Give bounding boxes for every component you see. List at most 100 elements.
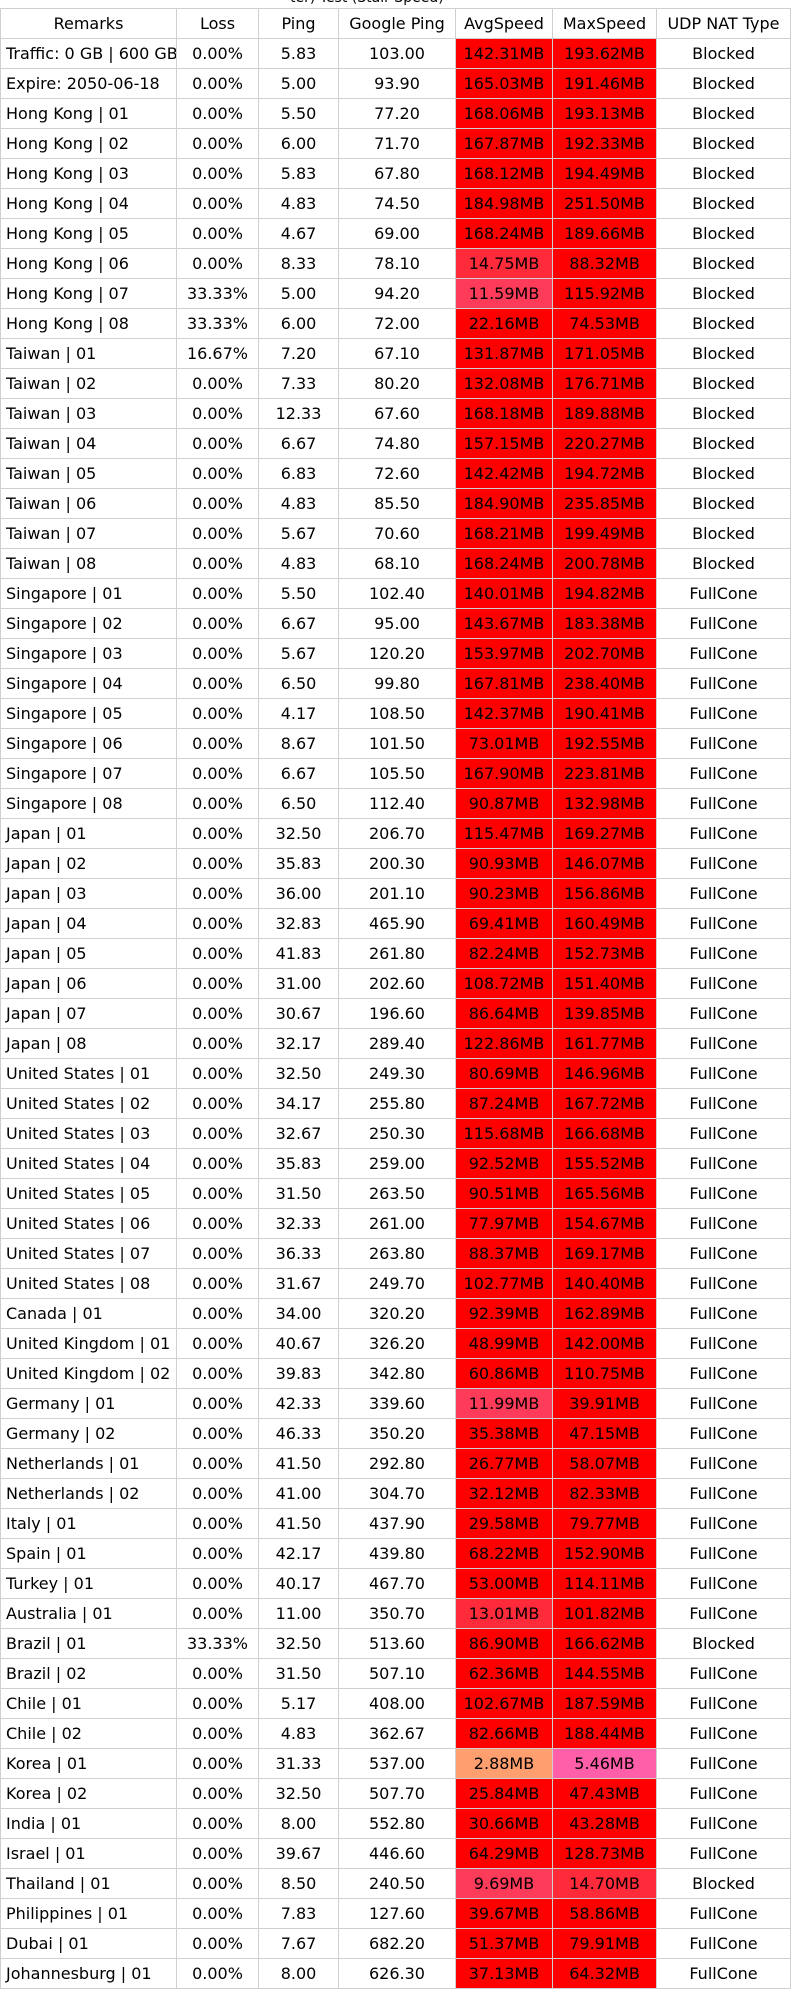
cell-ping: 5.67 bbox=[258, 518, 339, 549]
cell-loss: 0.00% bbox=[176, 1898, 259, 1929]
cell-udp-nat-type: FullCone bbox=[656, 1958, 791, 1989]
table-row: Singapore | 06 0.00% 8.67 101.50 73.01MB 192.… bbox=[0, 728, 791, 759]
cell-avg-speed: 39.67MB bbox=[455, 1898, 553, 1929]
cell-google-ping: 240.50 bbox=[338, 1868, 456, 1899]
cell-remarks: United States | 05 bbox=[0, 1178, 177, 1209]
cell-udp-nat-type: FullCone bbox=[656, 878, 791, 909]
cell-google-ping: 105.50 bbox=[338, 758, 456, 789]
cell-loss: 0.00% bbox=[176, 1418, 259, 1449]
cell-google-ping: 446.60 bbox=[338, 1838, 456, 1869]
cell-ping: 8.67 bbox=[258, 728, 339, 759]
cell-avg-speed: 165.03MB bbox=[455, 68, 553, 99]
cell-loss: 0.00% bbox=[176, 1838, 259, 1869]
cell-loss: 0.00% bbox=[176, 1538, 259, 1569]
cell-max-speed: 140.40MB bbox=[552, 1268, 657, 1299]
cell-ping: 39.67 bbox=[258, 1838, 339, 1869]
cell-udp-nat-type: FullCone bbox=[656, 1178, 791, 1209]
table-row: Italy | 01 0.00% 41.50 437.90 29.58MB 79.77MB… bbox=[0, 1508, 791, 1539]
cell-avg-speed: 143.67MB bbox=[455, 608, 553, 639]
cell-ping: 32.17 bbox=[258, 1028, 339, 1059]
cell-remarks: Italy | 01 bbox=[0, 1508, 177, 1539]
cell-udp-nat-type: FullCone bbox=[656, 1238, 791, 1269]
table-row: Singapore | 02 0.00% 6.67 95.00 143.67MB 183.… bbox=[0, 608, 791, 639]
cell-avg-speed: 153.97MB bbox=[455, 638, 553, 669]
cell-google-ping: 682.20 bbox=[338, 1928, 456, 1959]
cell-max-speed: 191.46MB bbox=[552, 68, 657, 99]
cell-google-ping: 72.00 bbox=[338, 308, 456, 339]
cell-udp-nat-type: Blocked bbox=[656, 158, 791, 189]
cell-loss: 0.00% bbox=[176, 848, 259, 879]
cell-avg-speed: 90.87MB bbox=[455, 788, 553, 819]
cell-google-ping: 120.20 bbox=[338, 638, 456, 669]
cell-ping: 39.83 bbox=[258, 1358, 339, 1389]
cell-udp-nat-type: FullCone bbox=[656, 638, 791, 669]
cell-loss: 0.00% bbox=[176, 728, 259, 759]
table-row: Germany | 01 0.00% 42.33 339.60 11.99MB 39.91… bbox=[0, 1388, 791, 1419]
table-row: United States | 07 0.00% 36.33 263.80 88.37M… bbox=[0, 1238, 791, 1269]
cell-google-ping: 292.80 bbox=[338, 1448, 456, 1479]
cell-loss: 0.00% bbox=[176, 1178, 259, 1209]
table-row: Singapore | 07 0.00% 6.67 105.50 167.90MB 223… bbox=[0, 758, 791, 789]
cell-loss: 0.00% bbox=[176, 1508, 259, 1539]
cell-google-ping: 74.80 bbox=[338, 428, 456, 459]
cell-max-speed: 160.49MB bbox=[552, 908, 657, 939]
cell-google-ping: 626.30 bbox=[338, 1958, 456, 1989]
cell-max-speed: 58.07MB bbox=[552, 1448, 657, 1479]
table-row: Netherlands | 02 0.00% 41.00 304.70 32.12MB 8… bbox=[0, 1478, 791, 1509]
cell-google-ping: 67.60 bbox=[338, 398, 456, 429]
cell-google-ping: 200.30 bbox=[338, 848, 456, 879]
cell-remarks: Hong Kong | 05 bbox=[0, 218, 177, 249]
cell-udp-nat-type: Blocked bbox=[656, 1868, 791, 1899]
cell-udp-nat-type: FullCone bbox=[656, 1208, 791, 1239]
cell-google-ping: 261.80 bbox=[338, 938, 456, 969]
cell-remarks: Singapore | 07 bbox=[0, 758, 177, 789]
cell-ping: 30.67 bbox=[258, 998, 339, 1029]
cell-max-speed: 193.13MB bbox=[552, 98, 657, 129]
cell-udp-nat-type: Blocked bbox=[656, 338, 791, 369]
cell-avg-speed: 60.86MB bbox=[455, 1358, 553, 1389]
cell-max-speed: 43.28MB bbox=[552, 1808, 657, 1839]
header-remarks: Remarks bbox=[0, 8, 177, 39]
table-row: Singapore | 04 0.00% 6.50 99.80 167.81MB 238.… bbox=[0, 668, 791, 699]
cell-udp-nat-type: FullCone bbox=[656, 1598, 791, 1629]
cell-max-speed: 192.33MB bbox=[552, 128, 657, 159]
cell-udp-nat-type: Blocked bbox=[656, 68, 791, 99]
table-row: Hong Kong | 08 33.33% 6.00 72.00 22.16MB 74.5… bbox=[0, 308, 791, 339]
table-row: Hong Kong | 04 0.00% 4.83 74.50 184.98MB 251.… bbox=[0, 188, 791, 219]
cell-avg-speed: 142.37MB bbox=[455, 698, 553, 729]
cell-avg-speed: 92.39MB bbox=[455, 1298, 553, 1329]
header-row: Remarks Loss Ping Google Ping AvgSpeed M… bbox=[0, 8, 791, 39]
header-max-speed: MaxSpeed bbox=[552, 8, 657, 39]
title-cut-text: ter) Test (Stair Speed) bbox=[290, 0, 444, 6]
cell-avg-speed: 29.58MB bbox=[455, 1508, 553, 1539]
cell-udp-nat-type: FullCone bbox=[656, 1928, 791, 1959]
cell-loss: 0.00% bbox=[176, 1598, 259, 1629]
cell-max-speed: 114.11MB bbox=[552, 1568, 657, 1599]
cell-remarks: Johannesburg | 01 bbox=[0, 1958, 177, 1989]
table-row: Taiwan | 04 0.00% 6.67 74.80 157.15MB 220.27M… bbox=[0, 428, 791, 459]
cell-remarks: Japan | 01 bbox=[0, 818, 177, 849]
cell-ping: 4.67 bbox=[258, 218, 339, 249]
cell-loss: 0.00% bbox=[176, 1748, 259, 1779]
cell-ping: 4.83 bbox=[258, 488, 339, 519]
cell-max-speed: 132.98MB bbox=[552, 788, 657, 819]
cell-avg-speed: 73.01MB bbox=[455, 728, 553, 759]
cell-max-speed: 14.70MB bbox=[552, 1868, 657, 1899]
table-row: Japan | 06 0.00% 31.00 202.60 108.72MB 151.40… bbox=[0, 968, 791, 999]
cell-avg-speed: 167.87MB bbox=[455, 128, 553, 159]
cell-google-ping: 112.40 bbox=[338, 788, 456, 819]
cell-loss: 0.00% bbox=[176, 998, 259, 1029]
cell-udp-nat-type: Blocked bbox=[656, 458, 791, 489]
cell-remarks: Singapore | 05 bbox=[0, 698, 177, 729]
cell-loss: 0.00% bbox=[176, 758, 259, 789]
cell-avg-speed: 9.69MB bbox=[455, 1868, 553, 1899]
header-loss: Loss bbox=[176, 8, 259, 39]
cell-avg-speed: 35.38MB bbox=[455, 1418, 553, 1449]
cell-loss: 0.00% bbox=[176, 1238, 259, 1269]
cell-ping: 32.67 bbox=[258, 1118, 339, 1149]
table-row: Netherlands | 01 0.00% 41.50 292.80 26.77MB 5… bbox=[0, 1448, 791, 1479]
cell-ping: 34.00 bbox=[258, 1298, 339, 1329]
cell-ping: 46.33 bbox=[258, 1418, 339, 1449]
cell-remarks: Japan | 06 bbox=[0, 968, 177, 999]
cell-remarks: Hong Kong | 02 bbox=[0, 128, 177, 159]
